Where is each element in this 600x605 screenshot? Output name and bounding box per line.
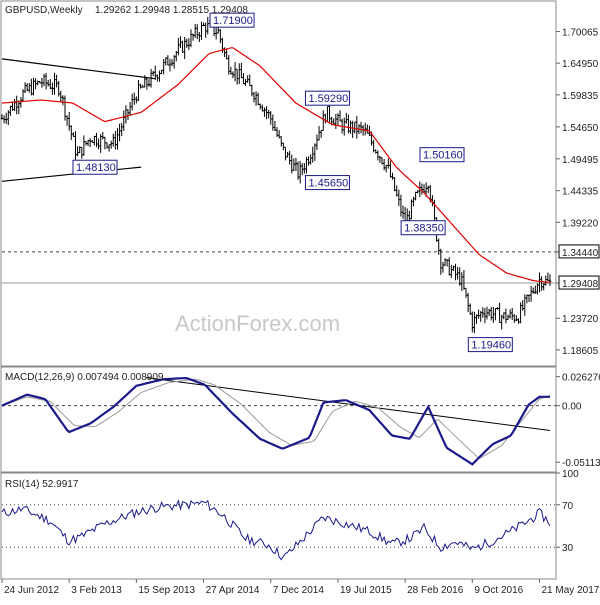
moving-average — [1, 47, 551, 284]
x-tick-label: 7 Dec 2014 — [273, 585, 325, 596]
price-level-box — [558, 275, 600, 290]
price-y-tick-label: 1.64950 — [562, 59, 599, 70]
price-y-tick-label: 1.44335 — [562, 187, 599, 198]
macd-lines — [1, 376, 551, 466]
signal-line — [1, 378, 551, 459]
price-annotation: 1.38350 — [400, 220, 446, 236]
price-annotation: 1.45650 — [304, 175, 350, 191]
price-annotation-box — [419, 147, 465, 163]
price-bars — [0, 16, 552, 334]
price-trendlines — [1, 58, 155, 182]
price-y-tick-label: 1.70065 — [562, 28, 599, 39]
price-annotation: 1.71900 — [209, 12, 255, 28]
rsi-reference-lines — [2, 504, 556, 548]
rsi-panel — [0, 472, 557, 580]
price-level-box — [558, 244, 600, 259]
watermark: ActionForex.com — [175, 311, 340, 336]
price-panel — [0, 0, 557, 367]
x-tick-label: 3 Feb 2013 — [71, 585, 122, 596]
price-annotation: 1.19460 — [467, 337, 513, 353]
rsi-line — [1, 499, 551, 561]
rsi-lines — [1, 499, 551, 561]
price-header-symbol: GBPUSD,Weekly — [5, 5, 83, 16]
macd-y-tick-label: 0.026276 — [562, 373, 600, 384]
macd-y-tick-label: -0.051137 — [562, 458, 600, 469]
macd-y-axis: 0.026276 0.00 -0.051137 — [556, 373, 600, 469]
rsi-y-tick-label: 30 — [562, 543, 574, 554]
macd-trendline — [145, 377, 551, 432]
x-tick-label: 28 Feb 2016 — [407, 585, 464, 596]
macd-header: MACD(12,26,9) 0.007494 0.008909 — [5, 372, 164, 383]
x-tick-label: 27 Apr 2014 — [206, 585, 260, 596]
x-tick-label: 24 Jun 2012 — [4, 585, 59, 596]
x-tick-label: 21 May 2017 — [542, 585, 600, 596]
ohlc-bar — [548, 274, 552, 286]
price-annotation-box — [467, 337, 513, 353]
x-axis: 24 Jun 2012 3 Feb 2013 15 Sep 2013 27 Apr 2… — [1, 579, 600, 596]
price-y-tick-label: 1.39220 — [562, 218, 599, 229]
rsi-y-tick-label: 100 — [562, 469, 579, 480]
price-annotation-box — [304, 175, 350, 191]
price-annotation-label: 1.19460 — [471, 340, 511, 352]
price-annotation-label: 1.38350 — [404, 223, 444, 235]
x-tick-label: 19 Jul 2015 — [340, 585, 392, 596]
price-trendline — [1, 58, 155, 80]
price-annotation: 1.59290 — [304, 90, 350, 106]
price-y-tick-label: 1.59835 — [562, 91, 599, 102]
price-annotation-label: 1.48130 — [76, 162, 116, 174]
macd-y-tick-label: 0.00 — [562, 402, 582, 413]
price-y-tick-label: 1.54650 — [562, 123, 599, 134]
price-annotation-box — [209, 12, 255, 28]
price-annotation-label: 1.45650 — [308, 178, 348, 190]
price-header-ohlc: 1.29262 1.29948 1.28515 1.29408 — [95, 5, 248, 16]
moving-average-line — [1, 47, 551, 284]
price-level-label: 1.29408 — [562, 279, 599, 290]
price-y-tick-label: 1.23720 — [562, 314, 599, 325]
price-y-axis: 1.70065 1.64950 1.59835 1.54650 1.49495 1.443… — [556, 28, 600, 357]
price-trendline — [1, 166, 142, 182]
macd-line — [1, 376, 550, 466]
rsi-y-tick-label: 70 — [562, 501, 574, 512]
x-tick-label: 15 Sep 2013 — [138, 585, 195, 596]
price-annotation: 1.50160 — [419, 147, 465, 163]
price-annotation-box — [400, 220, 446, 236]
price-annotations: 1.71900 1.59290 1.48130 1.45650 1.50160 1.383… — [72, 12, 513, 353]
price-y-tick-label: 1.49495 — [562, 155, 599, 166]
price-annotation-box — [72, 159, 118, 175]
rsi-header: RSI(14) 52.9917 — [5, 479, 79, 490]
price-annotation-box — [304, 90, 350, 106]
rsi-y-axis: 100 70 30 — [556, 469, 579, 554]
price-annotation-label: 1.50160 — [423, 150, 463, 162]
price-annotation-label: 1.71900 — [213, 15, 253, 27]
x-tick-label: 9 Oct 2016 — [474, 585, 523, 596]
price-y-tick-label: 1.18605 — [562, 346, 599, 357]
price-annotation: 1.48130 — [72, 159, 118, 175]
price-level-label: 1.34440 — [562, 248, 599, 259]
price-annotation-label: 1.59290 — [308, 93, 348, 105]
